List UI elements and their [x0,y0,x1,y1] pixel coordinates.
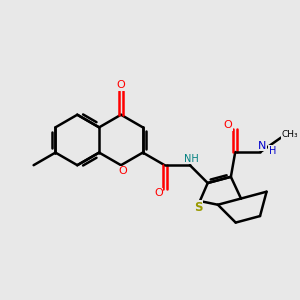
Text: O: O [118,167,127,176]
Text: N: N [258,141,266,151]
Text: H: H [269,146,276,156]
Text: CH₃: CH₃ [281,130,298,139]
Text: NH: NH [184,154,199,164]
Text: O: O [117,80,125,90]
Text: O: O [154,188,163,198]
Text: O: O [224,120,233,130]
Text: S: S [194,201,203,214]
